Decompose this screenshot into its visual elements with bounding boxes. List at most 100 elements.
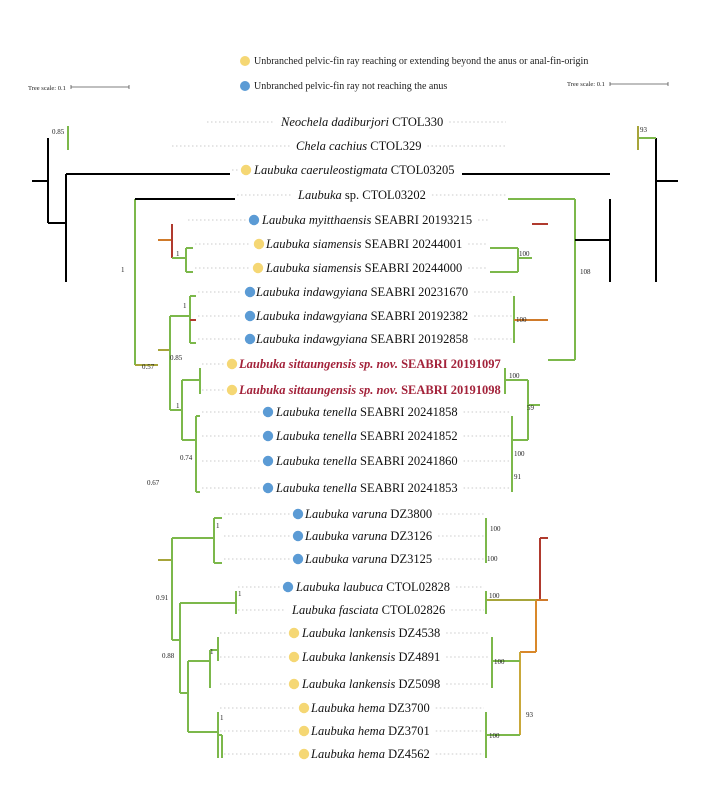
blue-trait-dot [262, 482, 274, 494]
taxon-row: Laubuka indawgyiana SEABRI 20192382 [244, 309, 468, 323]
taxon-name: Laubuka indawgyiana [255, 332, 367, 346]
voucher-code: CTOL02826 [378, 603, 445, 617]
voucher-code: SEABRI 20241853 [357, 481, 458, 495]
taxon-name: Laubuka hema [310, 747, 385, 761]
voucher-code: SEABRI 20241852 [357, 429, 458, 443]
taxon-label: Laubuka tenella SEABRI 20241852 [275, 429, 458, 443]
taxon-row: Laubuka tenella SEABRI 20241852 [262, 429, 458, 443]
support-value-right: 93 [640, 126, 648, 134]
support-value-left: 0.91 [156, 594, 169, 602]
taxon-name: Laubuka lankensis [301, 677, 396, 691]
blue-trait-dot [292, 508, 304, 520]
support-value-right: 59 [527, 404, 535, 412]
taxon-row: Laubuka sittaungensis sp. nov. SEABRI 20… [226, 383, 501, 397]
blue-trait-dot [244, 310, 256, 322]
taxon-row: Laubuka tenella SEABRI 20241858 [262, 405, 458, 419]
support-value-right: 100 [514, 450, 525, 458]
taxon-row: Laubuka caeruleostigmata CTOL03205 [240, 163, 454, 177]
legend-yellow-dot [240, 56, 250, 66]
support-value-right: 100 [494, 658, 505, 666]
taxon-label: Neochela dadiburjori CTOL330 [280, 115, 443, 129]
support-value-left: 0.88 [162, 652, 175, 660]
taxon-name: Laubuka tenella [275, 405, 357, 419]
taxon-name: Laubuka myitthaensis [261, 213, 372, 227]
taxon-label: Laubuka indawgyiana SEABRI 20192858 [255, 332, 468, 346]
support-value-right: 100 [509, 372, 520, 380]
yellow-trait-dot [226, 384, 238, 396]
taxon-row: Laubuka varuna DZ3800 [292, 507, 432, 521]
taxon-name: Neochela dadiburjori [280, 115, 390, 129]
taxon-row: Laubuka tenella SEABRI 20241860 [262, 454, 458, 468]
voucher-code: DZ3126 [387, 529, 432, 543]
taxon-row: Laubuka laubuca CTOL02828 [282, 580, 450, 594]
taxon-name: Laubuka sittaungensis sp. nov. [238, 383, 398, 397]
support-value-left: 1 [176, 402, 180, 410]
taxon-label: Laubuka varuna DZ3800 [304, 507, 432, 521]
yellow-trait-dot [298, 702, 310, 714]
voucher-code: DZ3800 [387, 507, 432, 521]
support-value-right: 108 [580, 268, 591, 276]
taxon-label: Laubuka lankensis DZ4538 [301, 626, 440, 640]
taxon-name: Laubuka lankensis [301, 650, 396, 664]
taxon-label: Laubuka caeruleostigmata CTOL03205 [253, 163, 454, 177]
taxon-label: Laubuka indawgyiana SEABRI 20192382 [255, 309, 468, 323]
support-value-left: 1 [176, 250, 180, 258]
voucher-code: SEABRI 20231670 [367, 285, 468, 299]
legend-blue-dot [240, 81, 250, 91]
voucher-code: SEABRI 20191098 [398, 383, 501, 397]
leader-lines [172, 121, 512, 755]
taxon-row: Laubuka hema DZ3700 [298, 701, 430, 715]
taxon-row: Laubuka fasciata CTOL02826 [291, 603, 445, 617]
right-tree [462, 125, 678, 758]
support-value-left: 1 [183, 302, 187, 310]
support-value-left: 0.57 [142, 363, 155, 371]
yellow-trait-dot [288, 678, 300, 690]
legend: Unbranched pelvic-fin ray reaching or ex… [240, 56, 588, 92]
yellow-trait-dot [226, 358, 238, 370]
support-value-left: 0.85 [170, 354, 183, 362]
support-value-left: 1 [216, 522, 220, 530]
taxon-row: Laubuka hema DZ4562 [298, 747, 430, 761]
taxon-name: Laubuka siamensis [265, 261, 362, 275]
taxon-name: Laubuka varuna [304, 552, 387, 566]
blue-trait-dot [262, 455, 274, 467]
taxon-label: Laubuka sittaungensis sp. nov. SEABRI 20… [238, 383, 501, 397]
voucher-code: DZ3125 [387, 552, 432, 566]
support-values: 0.85 1 1 1 0.85 1 0.57 0.74 0.67 1 1 0.91 1 0.88 1 93 10… [52, 126, 648, 740]
taxon-label: Laubuka sp. CTOL03202 [297, 188, 426, 202]
yellow-trait-dot [253, 238, 265, 250]
voucher-code: DZ4891 [395, 650, 440, 664]
taxon-label: Laubuka tenella SEABRI 20241858 [275, 405, 458, 419]
legend-blue-label: Unbranched pelvic-fin ray not reaching t… [254, 81, 447, 92]
taxon-row: Laubuka tenella SEABRI 20241853 [262, 481, 458, 495]
taxon-row: Laubuka lankensis DZ4538 [288, 626, 440, 640]
taxon-label: Laubuka laubuca CTOL02828 [295, 580, 450, 594]
support-value-right: 100 [490, 525, 501, 533]
support-value-left: 0.67 [147, 479, 160, 487]
taxon-label: Laubuka varuna DZ3126 [304, 529, 432, 543]
voucher-code: DZ4538 [395, 626, 440, 640]
legend-yellow-label: Unbranched pelvic-fin ray reaching or ex… [254, 56, 588, 67]
taxon-label: Laubuka fasciata CTOL02826 [291, 603, 445, 617]
yellow-trait-dot [252, 262, 264, 274]
taxon-name: Laubuka varuna [304, 529, 387, 543]
voucher-code: SEABRI 20244001 [362, 237, 463, 251]
blue-trait-dot [262, 430, 274, 442]
taxon-row: Chela cachius CTOL329 [296, 139, 421, 153]
support-value-right: 100 [489, 732, 500, 740]
voucher-code: CTOL03202 [359, 188, 426, 202]
support-value-left: 1 [121, 266, 125, 274]
voucher-code: CTOL02828 [383, 580, 450, 594]
taxon-name: Laubuka fasciata [291, 603, 378, 617]
support-value-left: 0.85 [52, 128, 65, 136]
taxon-name: Laubuka hema [310, 724, 385, 738]
taxon-row: Laubuka sittaungensis sp. nov. SEABRI 20… [226, 357, 501, 371]
support-value-left: 1 [220, 714, 224, 722]
taxon-label: Laubuka siamensis SEABRI 20244001 [265, 237, 462, 251]
taxon-row: Laubuka myitthaensis SEABRI 20193215 [248, 213, 472, 227]
taxon-label: Laubuka indawgyiana SEABRI 20231670 [255, 285, 468, 299]
taxon-name: Laubuka siamensis [265, 237, 362, 251]
taxon-name: Laubuka caeruleostigmata [253, 163, 388, 177]
taxon-name: Laubuka laubuca [295, 580, 383, 594]
